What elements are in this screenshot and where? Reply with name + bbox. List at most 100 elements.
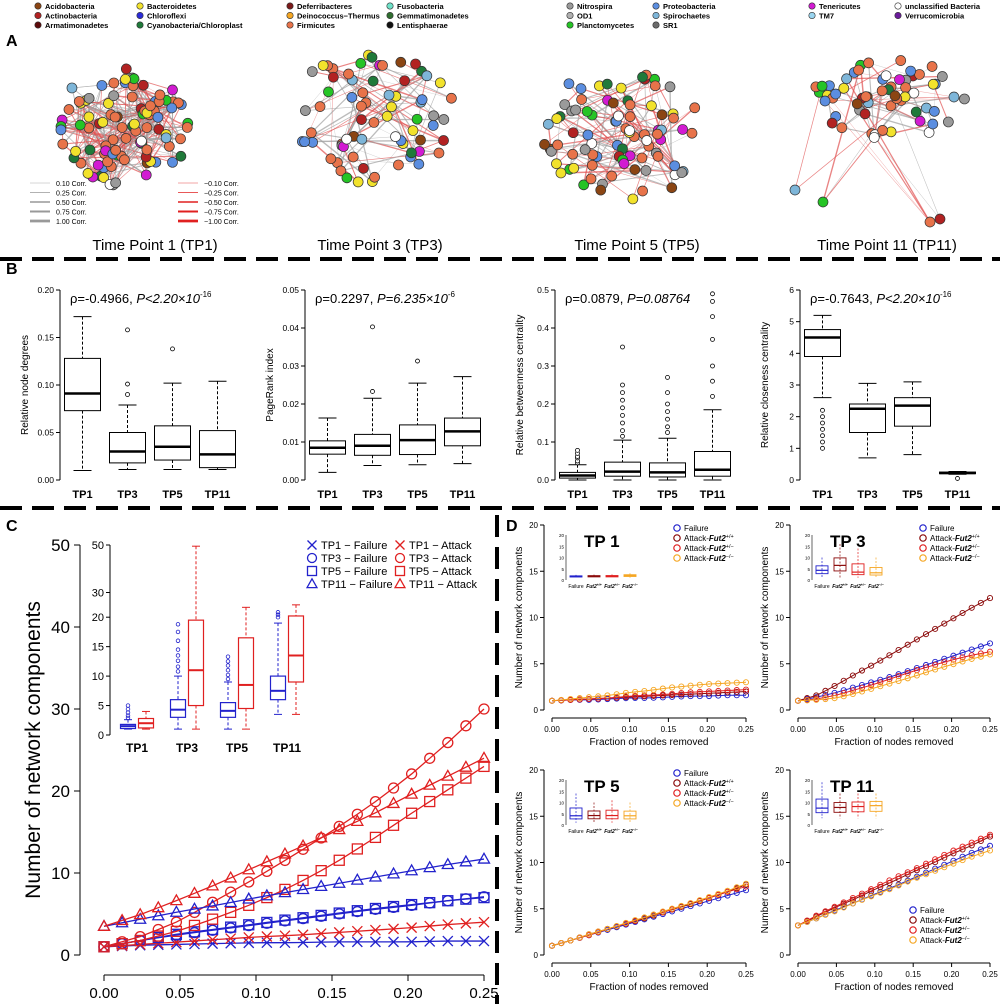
d-inset-genotype: −/− <box>879 828 884 832</box>
d-y-axis-label: Number of network components <box>760 792 771 934</box>
d-legend: FailureAttack-Fut2+/+Attack-Fut2+/−Attac… <box>673 769 734 808</box>
outlier-point <box>665 374 670 380</box>
network-node <box>153 123 165 135</box>
marker-x <box>261 931 273 942</box>
network-node <box>863 57 874 69</box>
d-legend-prefix: Attack- <box>684 544 709 553</box>
marker-x <box>207 938 219 950</box>
y-tick-label: 0.2 <box>537 399 549 409</box>
marker-square <box>478 760 490 773</box>
d-legend-prefix: Attack- <box>684 789 709 798</box>
stat-exponent: -16 <box>200 290 212 299</box>
box-iqr <box>569 807 583 820</box>
d-x-axis-label: Fraction of nodes removed <box>590 982 709 993</box>
c-series-3 <box>98 703 490 953</box>
c-inset-y-tick-label: 10 <box>92 671 104 683</box>
c-inset-box-0 <box>119 703 137 730</box>
d-inset-label: Fut2+/+ <box>832 828 848 835</box>
marker-circle <box>904 878 911 885</box>
d-inset-label-main: Fut2 <box>604 584 615 590</box>
marker-square <box>442 784 454 796</box>
c-inset-box-7 <box>287 604 305 715</box>
marker-circle <box>715 689 722 696</box>
outlier-point <box>575 447 580 453</box>
d-subpanel-title: TP 11 <box>830 777 874 796</box>
marker-circle <box>678 689 685 697</box>
marker-circle <box>950 652 957 659</box>
c-series-line <box>103 757 485 927</box>
marker-circle <box>794 697 802 704</box>
d-inset-label: Fut2+/− <box>604 583 620 590</box>
d-x-tick-label: 0.15 <box>661 725 677 734</box>
marker-circle <box>696 690 703 697</box>
d-legend-gene: Fut2 <box>955 544 972 553</box>
box-iqr <box>154 425 191 461</box>
marker-square <box>243 899 255 911</box>
box-iqr <box>169 699 187 718</box>
d-legend-gene: Fut2 <box>709 554 726 563</box>
network-edge <box>388 94 414 131</box>
marker-circle <box>941 663 948 670</box>
d-legend-genotype: +/− <box>726 544 734 550</box>
x-tick-label-TP1: TP1 <box>317 489 337 501</box>
corr-label-neg-1: −0.25 Corr. <box>204 191 239 198</box>
marker-triangle <box>97 919 111 931</box>
network-edge <box>115 137 167 183</box>
d-x-tick-label: 0.00 <box>790 725 806 734</box>
x-tick-label-TP11: TP11 <box>700 489 726 501</box>
marker-triangle <box>260 888 274 901</box>
d-series-line <box>797 651 991 702</box>
d-legend-genotype: +/− <box>726 789 734 795</box>
marker-circle <box>831 903 838 910</box>
d-inset-tick-label: 20 <box>805 778 811 783</box>
marker-circle <box>641 692 648 699</box>
x-tick-label-TP11: TP11 <box>945 489 971 501</box>
y-tick-label: 6 <box>789 285 794 295</box>
marker-triangle <box>386 866 401 879</box>
marker-x <box>243 931 255 943</box>
network-node <box>567 148 579 160</box>
d-legend-prefix: Attack- <box>684 799 709 808</box>
d-series-line <box>551 883 747 947</box>
marker-circle <box>548 942 556 949</box>
marker-circle <box>959 857 966 864</box>
box-iqr <box>815 798 829 814</box>
d-y-tick-label: 10 <box>775 859 784 868</box>
outlier-point <box>225 676 231 682</box>
d-inset-label-main: Fut2 <box>622 584 633 590</box>
network-node <box>97 116 109 128</box>
marker-triangle <box>441 769 455 781</box>
legend-label-col1-0: Acidobacteria <box>45 2 95 11</box>
box-iqr <box>694 451 731 477</box>
network-node <box>570 104 581 116</box>
marker-square <box>170 925 183 937</box>
d-inset-tick-label: 15 <box>805 789 811 794</box>
network-node <box>355 100 367 112</box>
y-tick-label: 0.05 <box>37 428 54 438</box>
d-legend-prefix: Attack- <box>920 926 945 935</box>
fut2-robustness-charts: 0 5 10 15 20 0.00 0.05 0.10 0.15 0.20 0.25 Number o… <box>514 521 998 993</box>
network-node <box>959 93 970 105</box>
marker-x <box>460 917 472 929</box>
marker-circle <box>913 867 920 874</box>
d-y-tick-label: 20 <box>529 766 538 775</box>
marker-circle <box>804 697 811 704</box>
c-series-line <box>103 921 485 948</box>
network-node <box>299 136 310 148</box>
d-x-tick-label: 0.00 <box>790 970 806 979</box>
d-legend-prefix: Attack- <box>920 936 945 945</box>
marker-circle <box>724 689 731 696</box>
marker-circle <box>932 856 939 863</box>
network-node <box>335 165 347 177</box>
marker-square <box>297 874 309 887</box>
d-inset-label: Fut2+/− <box>850 583 866 590</box>
marker-square <box>333 854 345 866</box>
d-legend-label: Attack-Fut2−/− <box>684 554 734 563</box>
c-inset-y-tick-label: 15 <box>92 642 104 654</box>
marker-triangle <box>368 869 383 882</box>
network-edge <box>572 153 672 189</box>
network-node <box>934 213 946 225</box>
y-tick-label: 0.15 <box>37 333 54 343</box>
d-x-tick-label: 0.20 <box>944 725 960 734</box>
